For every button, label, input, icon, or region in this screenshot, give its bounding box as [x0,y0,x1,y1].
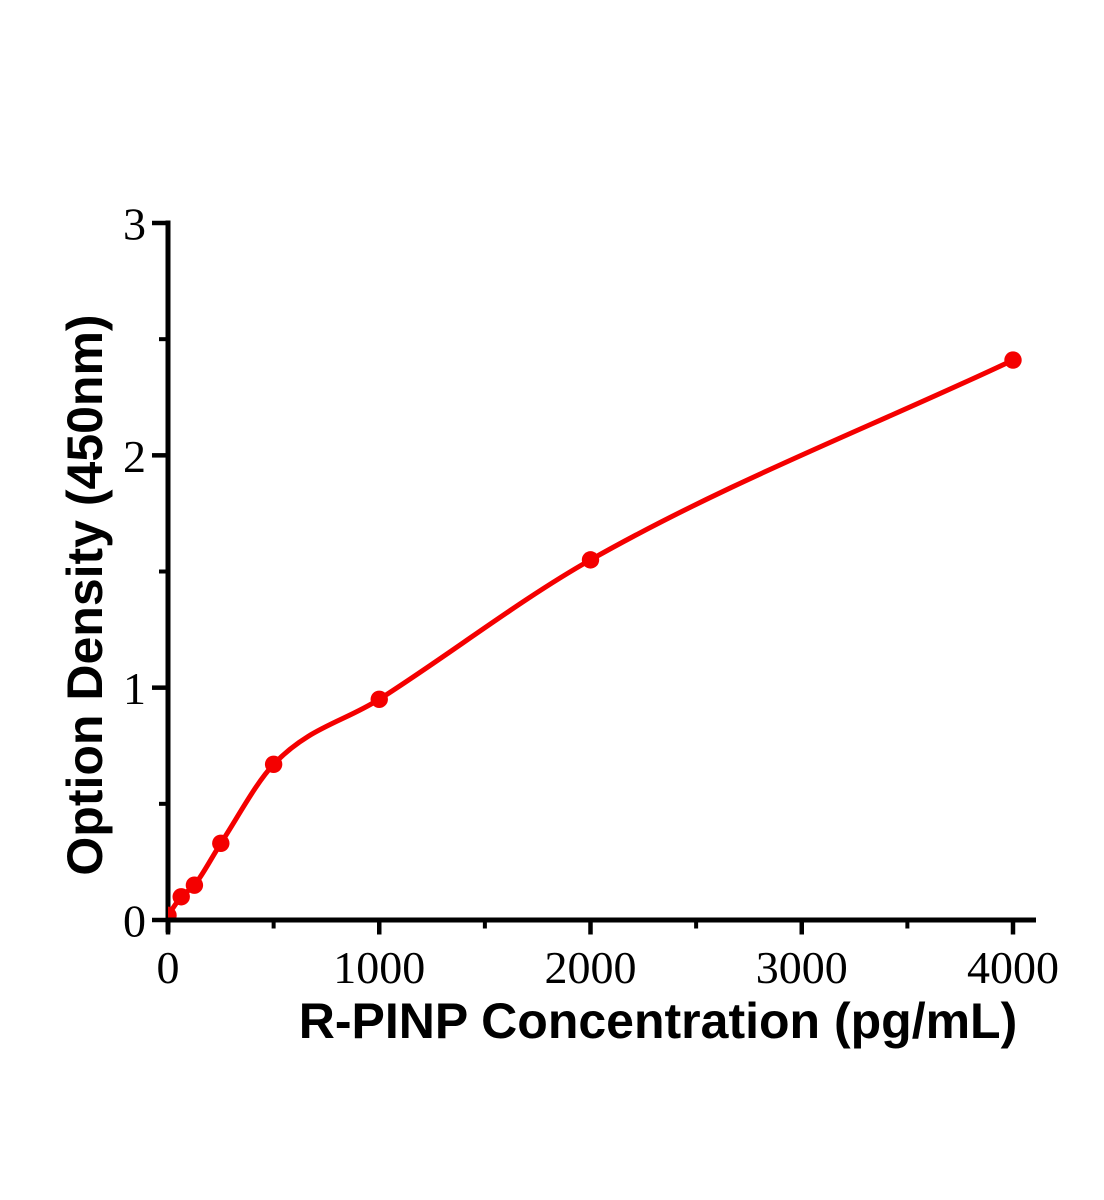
x-axis-title: R-PINP Concentration (pg/mL) [298,993,1018,1049]
data-point-marker [168,906,177,918]
x-tick-label: 0 [157,942,180,993]
x-tick-label: 3000 [756,942,848,993]
data-point-marker [185,876,204,894]
data-point-marker [264,755,283,774]
fit-curve-path [168,357,1016,918]
x-tick-label: 2000 [545,942,637,993]
data-point-marker [212,834,230,853]
data-point-marker [172,888,190,906]
x-tick-label: 1000 [333,942,425,993]
y-tick-label: 3 [123,199,146,250]
x-tick-label: 4000 [967,942,1059,993]
y-tick-label: 0 [123,896,146,947]
data-point-marker [581,551,600,569]
y-axis-title: Option Density (450nm) [57,314,113,876]
y-tick-label: 1 [123,663,146,714]
data-point-marker [1004,351,1022,369]
data-point-marker [370,690,388,708]
y-tick-label: 2 [123,431,146,482]
